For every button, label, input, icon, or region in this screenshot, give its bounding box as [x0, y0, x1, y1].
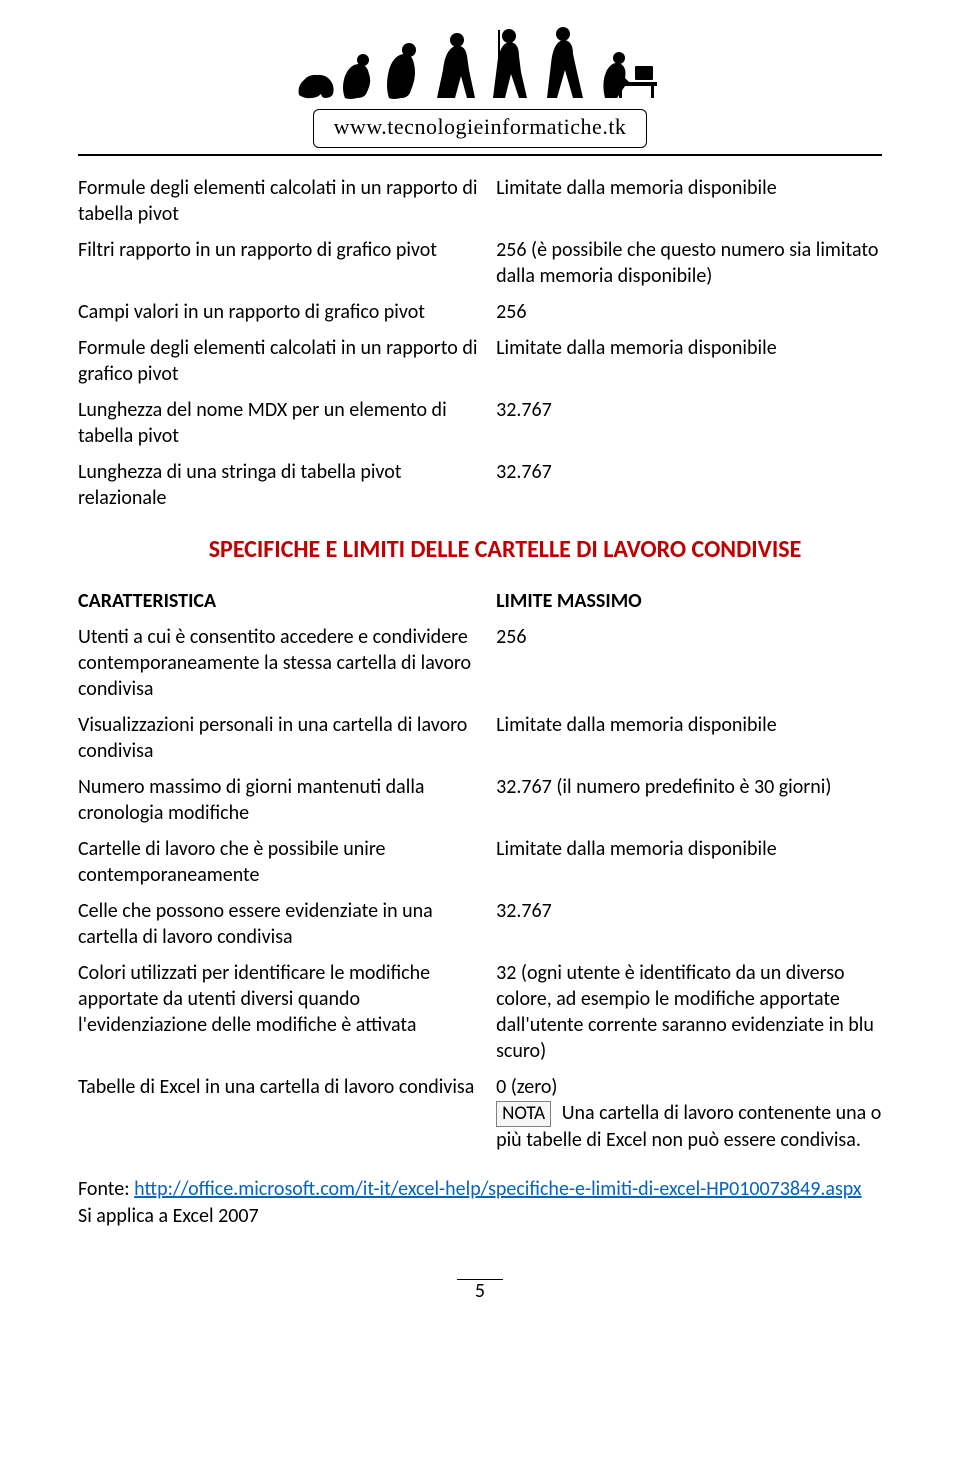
feature-cell: Visualizzazioni personali in una cartell…	[78, 707, 496, 769]
header-feature: CARATTERISTICA	[78, 583, 496, 619]
header-limit: LIMITE MASSIMO	[496, 583, 882, 619]
limit-cell: 256 (è possibile che questo numero sia l…	[496, 232, 882, 294]
limit-cell: Limitate dalla memoria disponibile	[496, 707, 882, 769]
feature-cell: Tabelle di Excel in una cartella di lavo…	[78, 1069, 496, 1159]
table-row: Cartelle di lavoro che è possibile unire…	[78, 831, 882, 893]
header-divider	[78, 154, 882, 156]
feature-cell: Lunghezza del nome MDX per un elemento d…	[78, 392, 496, 454]
spec-table-2: CARATTERISTICA LIMITE MASSIMO Utenti a c…	[78, 583, 882, 1159]
source-link[interactable]: http://office.microsoft.com/it-it/excel-…	[134, 1177, 861, 1201]
note-text: Una cartella di lavoro contenente una o …	[496, 1101, 881, 1153]
table-header-row: CARATTERISTICA LIMITE MASSIMO	[78, 583, 882, 619]
note-label-box: NOTA	[496, 1101, 551, 1128]
table-row: Formule degli elementi calcolati in un r…	[78, 330, 882, 392]
table-row: Utenti a cui è consentito accedere e con…	[78, 619, 882, 707]
limit-cell: 0 (zero) NOTA Una cartella di lavoro con…	[496, 1069, 882, 1159]
table-row: Visualizzazioni personali in una cartell…	[78, 707, 882, 769]
feature-cell: Campi valori in un rapporto di grafico p…	[78, 294, 496, 330]
limit-line1: 0 (zero)	[496, 1075, 557, 1099]
table-row-last: Tabelle di Excel in una cartella di lavo…	[78, 1069, 882, 1159]
feature-cell: Cartelle di lavoro che è possibile unire…	[78, 831, 496, 893]
feature-cell: Formule degli elementi calcolati in un r…	[78, 330, 496, 392]
feature-cell: Filtri rapporto in un rapporto di grafic…	[78, 232, 496, 294]
limit-cell: 32 (ogni utente è identificato da un div…	[496, 955, 882, 1069]
table-row: Numero massimo di giorni mantenuti dalla…	[78, 769, 882, 831]
table-row: Filtri rapporto in un rapporto di grafic…	[78, 232, 882, 294]
header-logo: www.tecnologieinformatiche.tk	[78, 20, 882, 148]
table-row: Colori utilizzati per identificare le mo…	[78, 955, 882, 1069]
limit-cell: 256	[496, 619, 882, 707]
section-title: SPECIFICHE E LIMITI DELLE CARTELLE DI LA…	[78, 534, 882, 565]
feature-cell: Formule degli elementi calcolati in un r…	[78, 170, 496, 232]
source-applies: Si applica a Excel 2007	[78, 1204, 259, 1228]
table-row: Formule degli elementi calcolati in un r…	[78, 170, 882, 232]
limit-cell: 32.767	[496, 392, 882, 454]
page-number: 5	[78, 1278, 882, 1304]
feature-cell: Numero massimo di giorni mantenuti dalla…	[78, 769, 496, 831]
table-row: Lunghezza di una stringa di tabella pivo…	[78, 454, 882, 516]
feature-cell: Utenti a cui è consentito accedere e con…	[78, 619, 496, 707]
source-label: Fonte:	[78, 1177, 130, 1201]
feature-cell: Celle che possono essere evidenziate in …	[78, 893, 496, 955]
feature-cell: Colori utilizzati per identificare le mo…	[78, 955, 496, 1069]
limit-cell: Limitate dalla memoria disponibile	[496, 330, 882, 392]
table-row: Celle che possono essere evidenziate in …	[78, 893, 882, 955]
evolution-silhouettes	[295, 20, 665, 102]
source-line: Fonte: http://office.microsoft.com/it-it…	[78, 1176, 882, 1230]
spec-table-1: Formule degli elementi calcolati in un r…	[78, 170, 882, 516]
site-name-banner: www.tecnologieinformatiche.tk	[313, 109, 648, 148]
evolution-svg	[295, 20, 665, 102]
table-row: Campi valori in un rapporto di grafico p…	[78, 294, 882, 330]
limit-cell: 256	[496, 294, 882, 330]
feature-cell: Lunghezza di una stringa di tabella pivo…	[78, 454, 496, 516]
table-row: Lunghezza del nome MDX per un elemento d…	[78, 392, 882, 454]
limit-cell: 32.767 (il numero predefinito è 30 giorn…	[496, 769, 882, 831]
limit-cell: 32.767	[496, 893, 882, 955]
limit-cell: Limitate dalla memoria disponibile	[496, 831, 882, 893]
limit-cell: 32.767	[496, 454, 882, 516]
limit-cell: Limitate dalla memoria disponibile	[496, 170, 882, 232]
